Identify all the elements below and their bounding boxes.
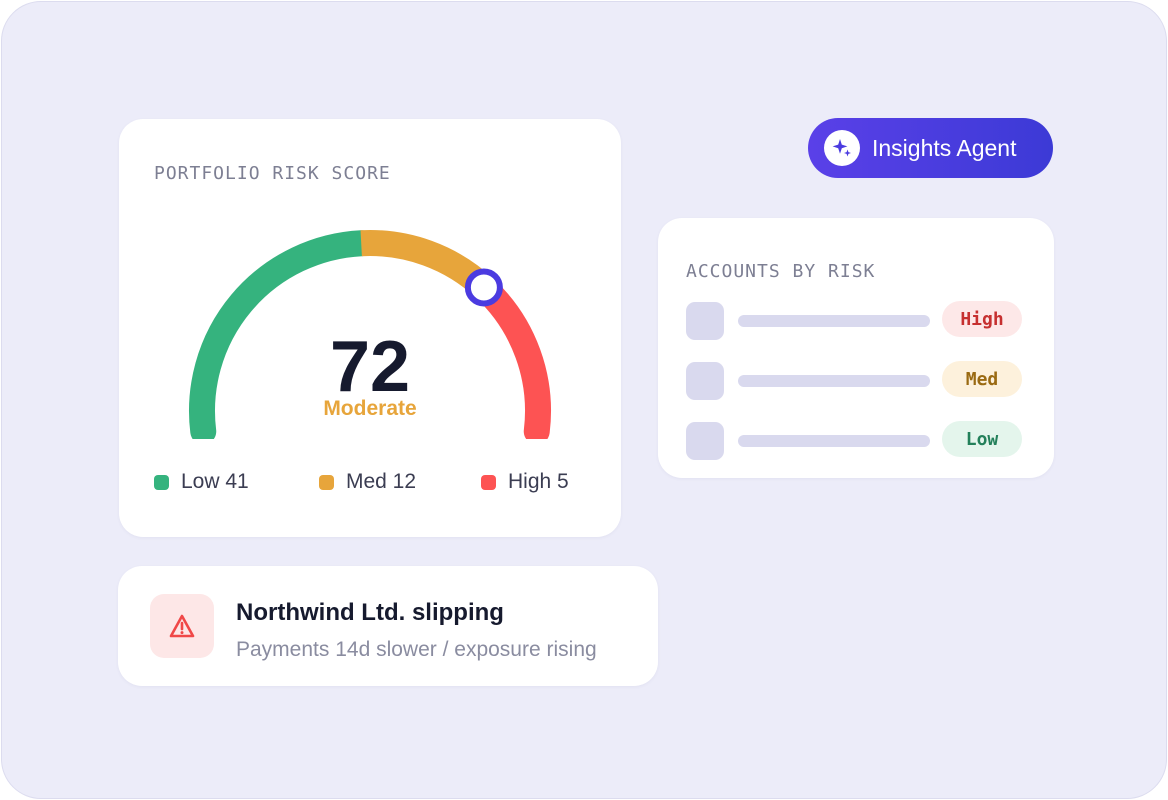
risk-gauge	[189, 230, 551, 439]
alert-subtitle: Payments 14d slower / exposure rising	[236, 638, 597, 661]
account-row[interactable]: High	[686, 300, 1026, 340]
risk-score-level: Moderate	[323, 397, 417, 420]
legend-low: Low 41	[154, 470, 249, 494]
account-row[interactable]: Med	[686, 360, 1026, 400]
warning-icon	[150, 594, 214, 658]
alert-card[interactable]: Northwind Ltd. slipping Payments 14d slo…	[118, 566, 658, 686]
account-avatar	[686, 362, 724, 400]
risk-score-title: PORTFOLIO RISK SCORE	[154, 163, 391, 184]
accounts-by-risk-card: ACCOUNTS BY RISK High Med Low	[658, 218, 1054, 478]
risk-score-card: PORTFOLIO RISK SCORE 72 Moderate Low 41 …	[119, 119, 621, 537]
risk-badge-high: High	[942, 301, 1022, 337]
legend-med: Med 12	[319, 470, 416, 494]
sparkle-icon	[824, 130, 860, 166]
gauge-marker[interactable]	[464, 268, 503, 307]
account-avatar	[686, 302, 724, 340]
legend-high-label: High 5	[508, 470, 569, 493]
legend-high: High 5	[481, 470, 569, 494]
account-row[interactable]: Low	[686, 420, 1026, 460]
legend-low-label: Low 41	[181, 470, 249, 493]
legend-med-swatch	[319, 474, 334, 490]
account-name-placeholder	[738, 375, 930, 387]
account-avatar	[686, 422, 724, 460]
gauge-high-segment	[471, 275, 551, 439]
legend-low-swatch	[154, 474, 169, 490]
accounts-card-title: ACCOUNTS BY RISK	[686, 261, 876, 282]
risk-badge-med: Med	[942, 361, 1022, 397]
insights-agent-label: Insights Agent	[872, 134, 1017, 161]
insights-agent-button[interactable]: Insights Agent	[808, 118, 1053, 178]
risk-score-value: 72	[329, 327, 411, 407]
alert-title: Northwind Ltd. slipping	[236, 599, 504, 626]
gauge-low-segment	[189, 230, 375, 439]
account-name-placeholder	[738, 315, 930, 327]
legend-high-swatch	[481, 474, 496, 490]
risk-badge-low: Low	[942, 421, 1022, 457]
legend-med-label: Med 12	[346, 470, 417, 493]
account-name-placeholder	[738, 435, 930, 447]
